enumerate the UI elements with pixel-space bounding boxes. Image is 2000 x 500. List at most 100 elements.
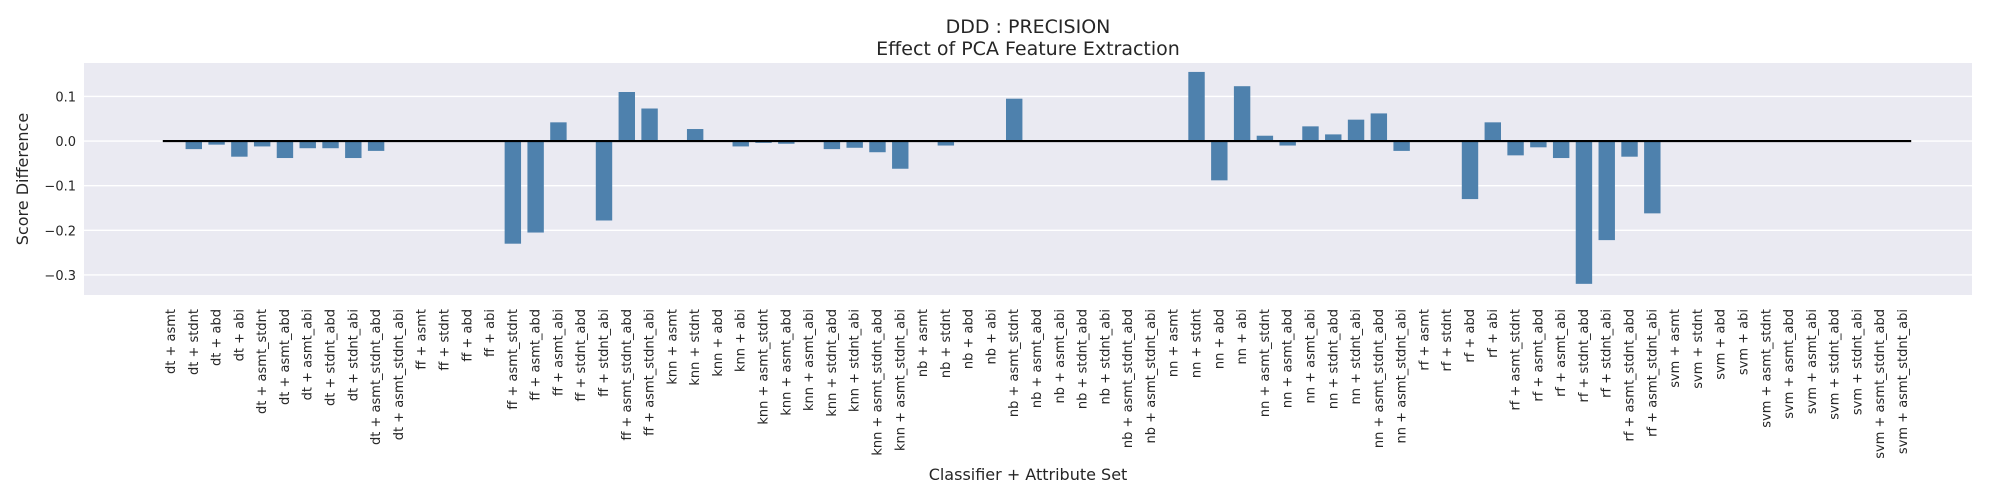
x-tick-label: dt + stdnt_abi: [346, 309, 361, 401]
x-tick-label: ff + asmt: [415, 309, 430, 370]
bar: [823, 141, 841, 150]
bar: [1644, 141, 1661, 214]
chart-title: DDD : PRECISION: [946, 16, 1111, 38]
bar: [345, 141, 362, 159]
x-tick-label: ff + asmt_stdnt: [506, 309, 521, 410]
x-tick-label: dt + asmt_abd: [278, 309, 293, 405]
bar: [208, 141, 225, 145]
bar: [1211, 141, 1228, 181]
x-tick-label: svm + asmt: [1668, 309, 1683, 388]
x-tick-label: svm + stdnt_abi: [1850, 309, 1865, 415]
bar: [1302, 126, 1319, 142]
bar: [686, 129, 704, 142]
x-tick-label: nb + asmt_stdnt_abi: [1144, 309, 1159, 443]
bar: [1279, 141, 1296, 146]
x-tick-label: knn + stdnt_abd: [825, 309, 840, 417]
x-tick-label: ff + abi: [483, 309, 498, 357]
x-tick-label: nn + asmt_abi: [1303, 309, 1318, 403]
x-tick-label: nb + stdnt_abi: [1098, 309, 1113, 404]
bar: [778, 141, 795, 144]
bar: [1256, 135, 1274, 142]
bar: [276, 141, 294, 159]
x-tick-label: knn + asmt_stdnt: [757, 309, 772, 425]
x-tick-label: ff + asmt_stdnt_abd: [620, 309, 635, 441]
bar: [1621, 141, 1638, 157]
x-tick-label: dt + stdnt_abd: [324, 309, 339, 406]
bar: [550, 122, 567, 142]
x-tick-label: rf + asmt_stdnt_abd: [1623, 309, 1638, 442]
x-tick-label: nn + abd: [1212, 309, 1227, 369]
bar: [869, 141, 886, 153]
x-tick-label: nb + stdnt_abd: [1076, 309, 1091, 409]
x-tick-label: rf + abd: [1463, 309, 1478, 363]
x-tick-label: svm + asmt_abd: [1782, 309, 1797, 419]
x-tick-label: knn + asmt_abi: [802, 309, 817, 411]
x-tick-label: svm + stdnt: [1691, 309, 1706, 389]
x-tick-label: knn + asmt: [665, 309, 680, 385]
bar: [1006, 98, 1023, 142]
x-tick-label: dt + asmt_stdnt_abi: [392, 309, 407, 440]
x-tick-label: knn + asmt_stdnt_abd: [870, 309, 885, 456]
x-tick-label: dt + stdnt: [187, 309, 202, 375]
y-axis-label: Score Difference: [13, 113, 32, 245]
y-tick-label: 0.1: [55, 90, 76, 105]
x-tick-label: knn + abi: [734, 309, 749, 372]
x-tick-label: ff + asmt_abi: [551, 309, 566, 396]
bar: [322, 141, 339, 149]
bar: [185, 141, 202, 150]
x-tick-label: dt + asmt_abi: [301, 309, 316, 400]
bar: [1507, 141, 1524, 156]
bar: [253, 141, 271, 147]
x-tick-label: rf + asmt_stdnt_abi: [1645, 309, 1660, 437]
x-tick-label: nb + abd: [962, 309, 977, 369]
y-tick-label: 0.0: [55, 135, 76, 150]
x-tick-label: knn + asmt_abd: [779, 309, 794, 416]
bar: [1598, 141, 1615, 241]
bar: [618, 92, 635, 142]
bar: [1461, 141, 1479, 200]
x-tick-label: dt + asmt_stdnt_abd: [369, 309, 384, 445]
bar: [367, 141, 385, 151]
x-tick-label: rf + stdnt: [1440, 309, 1455, 372]
bar: [1552, 141, 1570, 159]
x-tick-label: nn + asmt_stdnt_abd: [1372, 309, 1387, 448]
x-tick-label: dt + abd: [210, 309, 225, 366]
x-tick-label: nb + asmt_stdnt: [1007, 309, 1022, 417]
bar: [1233, 86, 1251, 142]
x-tick-label: rf + asmt: [1417, 309, 1432, 371]
y-tick-label: −0.3: [44, 269, 76, 284]
x-tick-label: rf + stdnt_abd: [1577, 309, 1592, 403]
bar: [732, 141, 749, 147]
bar: [527, 141, 544, 233]
bar: [937, 141, 955, 146]
x-tick-label: ff + asmt_stdnt_abi: [643, 309, 658, 436]
bars: [185, 71, 1661, 284]
x-tick-label: nn + stdnt: [1190, 309, 1205, 378]
bar: [1530, 141, 1547, 148]
x-tick-label: nb + abi: [984, 309, 999, 364]
x-tick-label: svm + asmt_stdnt_abi: [1896, 309, 1911, 454]
x-tick-label: dt + abi: [232, 309, 247, 361]
x-tick-label: nn + stdnt_abi: [1349, 309, 1364, 404]
x-tick-label: nb + asmt_abi: [1053, 309, 1068, 403]
x-tick-label: nn + asmt_abd: [1281, 309, 1296, 408]
x-tick-label: nn + stdnt_abd: [1326, 309, 1341, 409]
x-tick-label: svm + abd: [1714, 309, 1729, 380]
bar: [1575, 141, 1593, 284]
y-tick-label: −0.2: [44, 224, 76, 239]
x-tick-label: ff + stdnt_abi: [597, 309, 612, 397]
x-tick-label: rf + asmt_abd: [1531, 309, 1546, 402]
x-tick-label: rf + asmt_abi: [1554, 309, 1569, 397]
x-tick-label: ff + stdnt_abd: [574, 309, 589, 402]
x-tick-label: nb + stdnt: [939, 309, 954, 378]
x-tick-label: knn + asmt_stdnt_abi: [893, 309, 908, 451]
x-tick-label: svm + abi: [1736, 309, 1751, 375]
x-tick-label: rf + abi: [1486, 309, 1501, 358]
x-tick-label: dt + asmt_stdnt: [255, 309, 270, 414]
bar: [1188, 71, 1205, 142]
x-tick-label: rf + asmt_stdnt: [1509, 309, 1524, 411]
bar: [504, 141, 522, 244]
bar: [1393, 141, 1410, 151]
x-tick-label: knn + stdnt: [688, 309, 703, 386]
